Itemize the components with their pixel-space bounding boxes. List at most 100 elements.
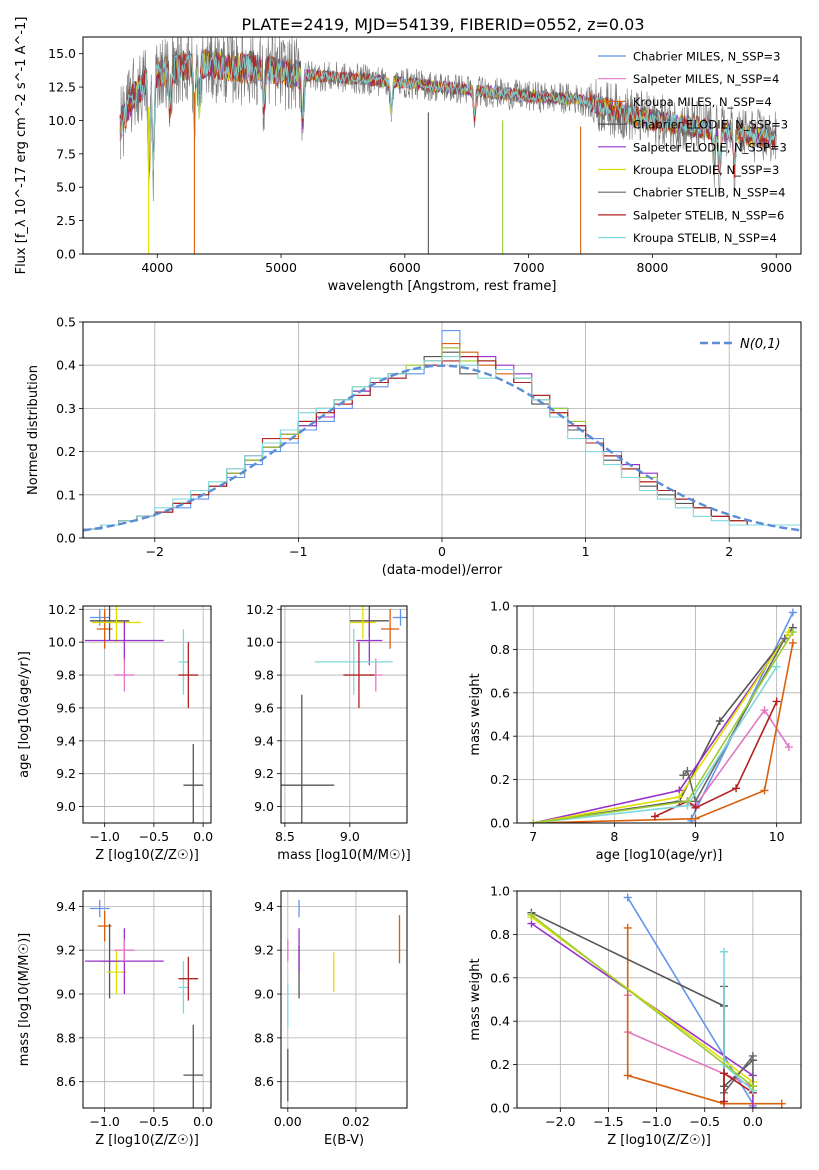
xtick-label: 0.02: [342, 1114, 370, 1129]
errorbar-point: [178, 961, 189, 1014]
massweight-series-line: [533, 638, 786, 823]
ytick-label: 9.6: [254, 700, 274, 715]
massweight-marker: [777, 1099, 786, 1108]
massweight-marker: [623, 893, 632, 902]
errorbar-point: [314, 629, 393, 695]
ytick-label: 9.0: [56, 799, 76, 814]
normal-curve: [83, 364, 801, 532]
ytick-label: 8.8: [56, 1030, 76, 1045]
ytick-label: 10.0: [246, 635, 274, 650]
panel-mass_vs_EBV: 0.00 0.02 8.6 8.8 9.0 9.2 9.4 E(B-V): [254, 890, 408, 1148]
errorbar-point: [84, 620, 164, 661]
massweight-marker: [650, 812, 659, 821]
ytick-label: 7.5: [56, 146, 76, 161]
panel-residuals: −2 −1 0 1 2 0.0 0.1 0.2 0.3 0.4 0.5 (data-model)/er…: [26, 315, 802, 578]
errorbar-point: [114, 939, 135, 962]
mass_vs_Z-y-label: mass [log10(M/M☉)]: [17, 933, 32, 1066]
xtick-label: 4000: [141, 260, 173, 275]
massweight-series-line: [533, 642, 794, 823]
ytick-label: 0.1: [56, 487, 76, 502]
xtick-label: 10: [769, 829, 785, 844]
panel-age_vs_Z: −1.0 −0.5 0.0 9.0 9.2 9.4 9.6 9.8 10.0 10.2 Z [log…: [17, 602, 213, 863]
panel-spectrum: 4000 5000 6000 7000 8000 9000 0.0 2.5 5.0 7.5 10.0…: [14, 17, 802, 294]
residuals-x-label: (data-model)/error: [382, 563, 503, 578]
plot-area: [287, 899, 401, 1102]
ytick-label: 0.4: [56, 358, 76, 373]
age_vs_Z-x-label: Z [log10(Z/Z☉)]: [95, 848, 199, 863]
xtick-label: 0.0: [743, 1114, 763, 1129]
axes-frame: [280, 605, 408, 824]
spectrum-series-line: [119, 52, 777, 183]
ytick-label: 10.0: [48, 113, 76, 128]
plot-area: [119, 37, 777, 254]
massweight-marker: [784, 743, 793, 752]
ytick-label: 0.2: [490, 1057, 510, 1072]
ytick-label: 9.6: [56, 700, 76, 715]
plot-area: [83, 330, 801, 538]
massweight-marker: [760, 706, 769, 715]
errorbar-point: [89, 609, 110, 626]
ytick-label: 1.0: [490, 599, 510, 614]
axes-frame: [516, 605, 802, 824]
ytick-label: 1.0: [490, 884, 510, 899]
massweight-marker: [683, 797, 692, 806]
ytick-label: 9.2: [254, 943, 274, 958]
axes-frame: [82, 890, 212, 1109]
massweight-marker: [780, 634, 789, 643]
panel-massweight_vs_age: 7 8 9 10 0.0 0.2 0.4 0.6 0.8 1.0 age [log10(age/yr…: [468, 599, 802, 863]
plot-area: [281, 606, 407, 823]
massweight-marker: [529, 819, 538, 823]
xtick-label: 8: [610, 829, 618, 844]
figure-title: PLATE=2419, MJD=54139, FIBERID=0552, z=0…: [241, 15, 644, 34]
ytick-label: 8.6: [56, 1074, 76, 1089]
massweight-marker: [715, 717, 724, 726]
ytick-label: 10.2: [246, 602, 274, 617]
ytick-label: 9.4: [56, 733, 76, 748]
panels-group: 4000 5000 6000 7000 8000 90000.02.55.07.510.0…: [14, 17, 802, 1148]
plot-area: [529, 608, 797, 823]
gridlines: [281, 891, 407, 1108]
xtick-label: −1.0: [89, 829, 119, 844]
xtick-label: 0.0: [193, 1114, 213, 1129]
errorbar-point: [356, 615, 383, 666]
age_vs_mass-x-label: mass [log10(M/M☉)]: [277, 848, 410, 863]
massweight-marker: [679, 771, 688, 780]
ytick-label: 0.5: [56, 315, 76, 330]
massweight-marker: [732, 784, 741, 793]
axes-frame: [516, 890, 802, 1109]
axes-frame: [280, 890, 408, 1109]
massweight-marker: [719, 1097, 728, 1106]
errorbar-point: [91, 606, 142, 643]
massweight-marker: [623, 1071, 632, 1080]
massweight-series-line: [530, 916, 754, 1083]
ytick-label: 8.6: [254, 1074, 274, 1089]
xtick-label: −1.5: [593, 1114, 623, 1129]
massweight-series-line: [682, 638, 786, 804]
ytick-label: 0.3: [56, 401, 76, 416]
ytick-label: 0.4: [490, 1014, 510, 1029]
errorbar-point: [89, 606, 130, 641]
massweight-series-line: [530, 914, 754, 1087]
ytick-label: 0.0: [56, 247, 76, 262]
ytick-label: 12.5: [48, 80, 76, 95]
legend-entry: Kroupa STELIB, N_SSP=4: [633, 231, 777, 245]
ytick-label: 0.0: [490, 816, 510, 831]
ytick-label: 5.0: [56, 180, 76, 195]
ytick-label: 0.0: [56, 531, 76, 546]
errorbar-point: [281, 694, 335, 823]
legend-entry-normal: N(0,1): [740, 337, 781, 352]
legend-entry: Salpeter ELODIE, N_SSP=3: [633, 140, 787, 154]
xtick-label: 7: [529, 829, 537, 844]
ytick-label: 9.4: [254, 899, 274, 914]
legend-entry: Kroupa ELODIE, N_SSP=3: [633, 163, 779, 177]
xtick-label: 9: [692, 829, 700, 844]
massweight-marker: [748, 1051, 757, 1060]
gridlines: [83, 606, 211, 823]
xtick-label: 2: [725, 544, 733, 559]
xtick-label: −2.0: [545, 1114, 575, 1129]
gridlines: [517, 605, 801, 824]
mass_vs_Z-x-label: Z [log10(Z/Z☉)]: [95, 1133, 199, 1148]
ytick-label: 10.0: [48, 635, 76, 650]
ytick-label: 2.5: [56, 213, 76, 228]
